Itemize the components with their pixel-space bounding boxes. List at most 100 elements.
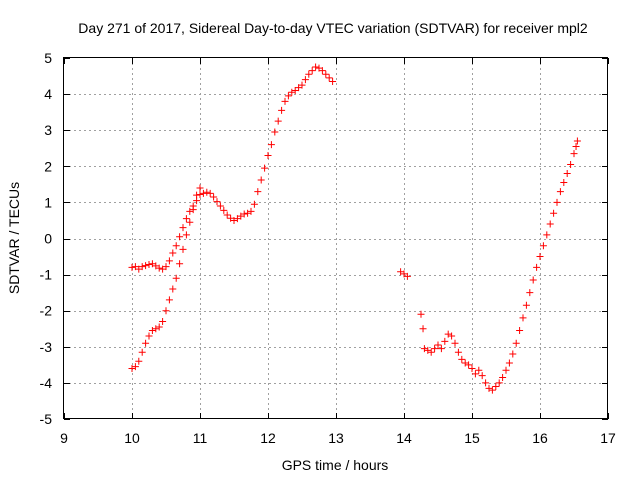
data-point-track-1-20: [196, 190, 204, 198]
data-point-track-2-4: [142, 339, 150, 347]
data-point-track-2-12: [169, 285, 177, 293]
data-series: [128, 63, 581, 394]
data-point-track-4-37: [539, 242, 547, 250]
y-tick-labels: -5 -4 -3 -2 -1 0 1 2 3 4 5: [40, 50, 53, 427]
data-point-track-4-35: [533, 263, 541, 271]
data-point-track-4-33: [526, 289, 534, 297]
data-point-track-2-16: [182, 231, 190, 239]
data-point-track-2-6: [148, 327, 156, 335]
data-point-track-1-58: [325, 74, 333, 82]
x-tick-label-9: 9: [60, 430, 68, 446]
data-point-track-4-47: [572, 142, 580, 150]
data-point-track-1-21: [199, 189, 207, 197]
data-point-track-2-13: [172, 274, 180, 282]
data-point-track-4-8: [441, 337, 449, 345]
data-point-track-1-45: [281, 97, 289, 105]
data-point-track-4-12: [454, 348, 462, 356]
y-tick-label-0: 0: [44, 231, 52, 247]
y-tick-label-4: 4: [44, 86, 52, 102]
data-point-track-4-2: [420, 345, 428, 353]
data-point-track-4-6: [434, 341, 442, 349]
data-point-track-4-39: [546, 220, 554, 228]
data-point-track-1-23: [206, 189, 214, 197]
data-point-track-1-47: [288, 88, 296, 96]
data-point-track-1-8: [155, 264, 163, 272]
data-point-track-1-57: [322, 70, 330, 78]
data-point-track-2-15: [179, 245, 187, 253]
data-point-track-4-9: [444, 330, 452, 338]
data-point-track-1-3: [138, 263, 146, 271]
y-tick-label--4: -4: [40, 375, 53, 391]
data-point-track-1-44: [278, 106, 286, 114]
data-point-track-1-40: [264, 151, 272, 159]
data-point-track-4-13: [458, 355, 466, 363]
x-tick-label-15: 15: [464, 430, 480, 446]
data-point-track-1-54: [312, 63, 320, 71]
data-point-track-4-36: [536, 253, 544, 261]
data-point-track-1-22: [203, 188, 211, 196]
data-point-track-4-41: [553, 198, 561, 206]
data-point-track-1-59: [329, 77, 337, 85]
data-point-track-1-33: [240, 210, 248, 218]
y-tick-label-5: 5: [44, 50, 52, 66]
data-point-track-1-41: [267, 141, 275, 149]
data-point-track-4-40: [550, 209, 558, 217]
data-point-track-1-52: [305, 70, 313, 78]
data-point-track-1-42: [271, 128, 279, 136]
data-point-track-4-44: [563, 170, 571, 178]
data-point-track-1-51: [301, 76, 309, 84]
x-tick-label-14: 14: [396, 430, 412, 446]
series-track-1: [128, 63, 337, 273]
axis-ticks: [64, 58, 609, 420]
data-point-track-3-2: [403, 272, 411, 280]
data-point-track-4-17: [471, 370, 479, 378]
data-point-track-4-16: [468, 364, 476, 372]
y-tick-label-3: 3: [44, 122, 52, 138]
data-point-track-4-21: [485, 384, 493, 392]
x-tick-label-13: 13: [328, 430, 344, 446]
data-point-track-4-15: [465, 361, 473, 369]
y-tick-label--2: -2: [40, 303, 53, 319]
data-point-track-4-24: [495, 379, 503, 387]
data-point-track-4-20: [482, 379, 490, 387]
data-point-track-2-3: [138, 348, 146, 356]
grid: [64, 58, 608, 419]
x-tick-labels: 9 10 11 12 13 14 15 16 17: [60, 430, 616, 446]
data-point-track-1-38: [257, 176, 265, 184]
y-tick-label--1: -1: [40, 267, 53, 283]
data-point-track-1-43: [274, 117, 282, 125]
chart-title: Day 271 of 2017, Sidereal Day-to-day VTE…: [78, 20, 588, 36]
x-tick-label-16: 16: [532, 430, 548, 446]
data-point-track-2-1: [131, 363, 139, 371]
data-point-track-4-30: [516, 327, 524, 335]
data-point-track-4-32: [522, 301, 530, 309]
data-point-track-4-23: [492, 383, 500, 391]
data-point-track-1-36: [250, 200, 258, 208]
data-point-track-2-17: [186, 218, 194, 226]
x-tick-label-12: 12: [260, 430, 276, 446]
data-point-track-4-7: [437, 345, 445, 353]
data-point-track-4-43: [560, 179, 568, 187]
y-tick-label-2: 2: [44, 158, 52, 174]
data-point-track-2-19: [193, 191, 201, 199]
data-point-track-1-24: [210, 193, 218, 201]
data-point-track-4-38: [543, 231, 551, 239]
data-point-track-1-35: [247, 207, 255, 215]
data-point-track-4-3: [424, 346, 432, 354]
data-point-track-4-26: [502, 366, 510, 374]
data-point-track-4-10: [448, 332, 456, 340]
data-point-track-1-53: [308, 67, 316, 75]
data-point-track-2-0: [128, 364, 136, 372]
data-point-track-2-7: [152, 325, 160, 333]
data-point-track-1-11: [165, 257, 173, 265]
data-point-track-1-16: [182, 215, 190, 223]
y-axis-label: SDTVAR / TECUs: [6, 182, 22, 294]
x-tick-label-10: 10: [124, 430, 140, 446]
data-point-track-2-10: [162, 307, 170, 315]
data-point-track-4-46: [570, 150, 578, 158]
data-point-track-4-28: [509, 350, 517, 358]
data-point-track-1-50: [298, 81, 306, 89]
data-point-track-1-13: [172, 242, 180, 250]
data-point-track-4-25: [499, 373, 507, 381]
